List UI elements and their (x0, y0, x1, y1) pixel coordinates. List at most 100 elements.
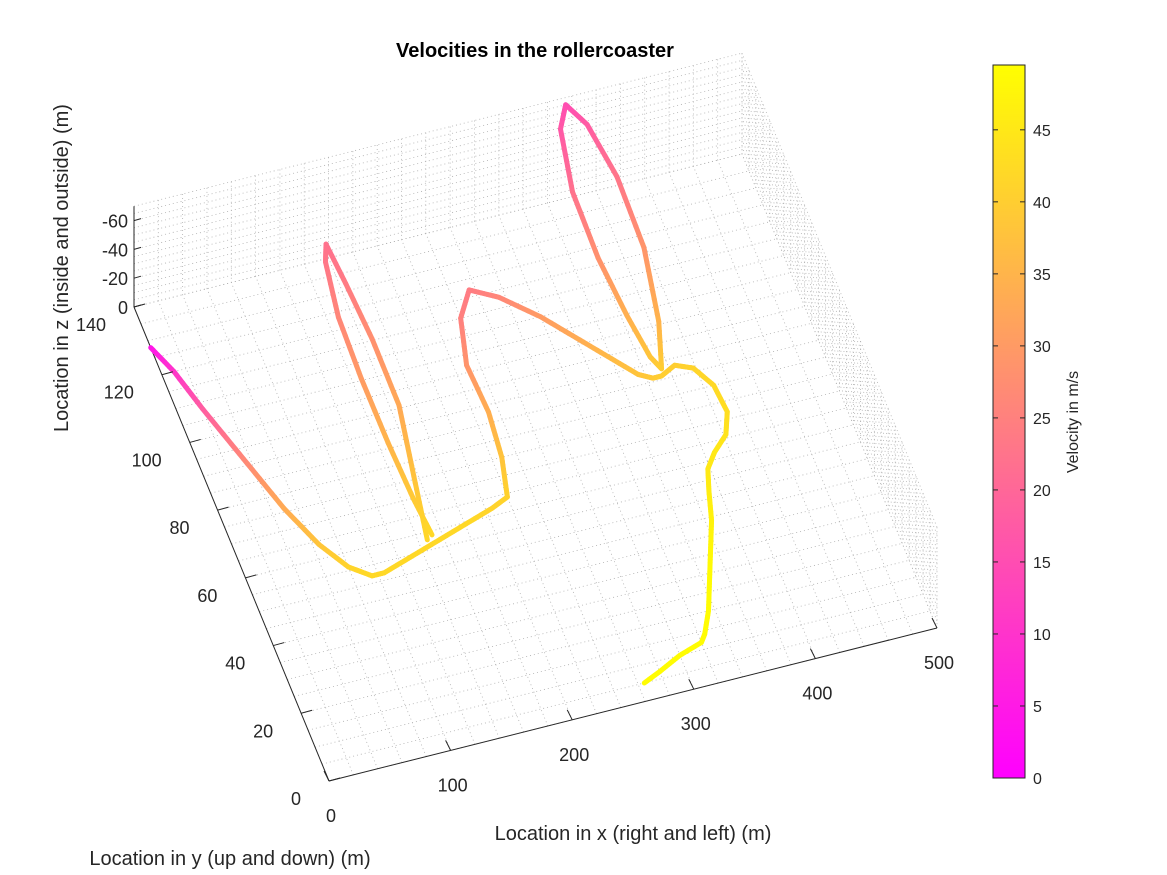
grid-line (741, 110, 938, 585)
grid-line (224, 373, 833, 528)
grid-line (168, 238, 777, 393)
track-segment (657, 365, 665, 372)
rollercoaster-track (148, 102, 730, 686)
y-tick-label: 120 (104, 383, 134, 403)
grid-line (133, 110, 743, 265)
tick-mark (217, 506, 229, 511)
grid-line (133, 74, 743, 229)
tick-mark (445, 740, 452, 751)
grid-line (474, 221, 670, 696)
grid-line (133, 153, 743, 308)
y-tick-label: 80 (170, 518, 190, 538)
colorbar-label: Velocity in m/s (1065, 371, 1082, 473)
tick-mark (931, 617, 938, 629)
grid-line (741, 53, 938, 528)
y-axis-line (133, 306, 330, 782)
grid-line (133, 60, 743, 214)
grid-line (133, 103, 743, 257)
y-tick-label: 60 (197, 586, 217, 606)
grid-line (280, 509, 889, 663)
grid-line (741, 67, 938, 542)
grid-line (571, 196, 768, 671)
tick-mark (245, 574, 257, 579)
grid-line (238, 407, 847, 562)
colorbar-tick-label: 5 (1033, 699, 1042, 716)
grid-line (301, 559, 910, 714)
grid-line (303, 264, 500, 739)
tick-mark (133, 246, 142, 250)
colorbar: 0 5 10 15 20 25 30 35 40 45 Velocity in m/s (992, 64, 1082, 788)
y-tick-label: 140 (76, 315, 106, 335)
grid-line (252, 441, 861, 596)
grid-line (189, 289, 798, 443)
chart-title: Velocities in the rollercoaster (396, 40, 674, 62)
grid-line (210, 339, 819, 494)
y-tick-label: 40 (225, 654, 245, 674)
x-tick-label: 0 (326, 806, 336, 826)
x-tick-label: 300 (681, 714, 711, 734)
tick-mark (328, 777, 341, 782)
grid-line (231, 390, 840, 545)
grid-line (196, 305, 805, 460)
grid-line (644, 178, 841, 653)
grid-line (741, 132, 938, 607)
track-segment (427, 528, 435, 538)
colorbar-tick-label: 25 (1033, 411, 1051, 428)
z-tick-label: -20 (102, 269, 128, 289)
grid-line (741, 146, 938, 621)
colorbar-tick-label: 35 (1033, 267, 1051, 284)
grid-line (741, 153, 938, 629)
grid-line (741, 103, 938, 578)
x-axis-line (328, 627, 938, 782)
y-tick-label: 100 (132, 450, 162, 470)
colorbar-tick-label: 15 (1033, 555, 1051, 572)
grid-line (133, 132, 743, 286)
grid-line (133, 96, 743, 250)
z-tick-label: -60 (102, 212, 128, 232)
grid-line (741, 74, 938, 549)
colorbar-ticks: 0 5 10 15 20 25 30 35 40 45 (993, 123, 1051, 788)
grid-line (741, 125, 938, 600)
grid-line (133, 146, 743, 301)
x-tick-label: 100 (438, 775, 468, 795)
tick-mark (323, 770, 330, 782)
grid-line (217, 356, 826, 511)
grid-line (147, 187, 757, 342)
grid-line (376, 245, 573, 720)
x-tick-label: 500 (924, 653, 954, 673)
y-tick-label: 0 (291, 789, 301, 809)
tick-mark (301, 709, 313, 714)
grid-line (245, 424, 854, 579)
grid-line (717, 159, 914, 635)
grid-line (273, 492, 882, 646)
grid-line (161, 221, 770, 376)
y-tick-label: 20 (253, 721, 273, 741)
tick-mark (133, 218, 142, 222)
grid-line (741, 139, 938, 614)
grid-line (741, 89, 938, 564)
grid-line (133, 124, 743, 279)
grid-line (175, 255, 784, 409)
tick-mark (566, 709, 573, 721)
grid-line (133, 117, 743, 272)
x-axis-label: Location in x (right and left) (m) (495, 823, 772, 845)
z-tick-label: -40 (102, 240, 128, 260)
grid-line (133, 52, 743, 207)
grid-line (741, 60, 938, 535)
tick-mark (688, 678, 695, 690)
track-segment (641, 679, 649, 686)
grid-line (547, 202, 743, 678)
grid-line (140, 170, 750, 325)
grid-line (522, 208, 719, 684)
grid-line (133, 88, 743, 243)
grid-line (741, 96, 938, 571)
tick-mark (133, 304, 142, 308)
grid-line (308, 576, 917, 731)
grid-line (741, 117, 938, 593)
grid-line (133, 67, 743, 221)
y-axis-label: Location in y (up and down) (m) (89, 848, 370, 870)
grid-line (287, 526, 896, 680)
grid-line (154, 204, 763, 359)
grid-line (182, 272, 791, 426)
